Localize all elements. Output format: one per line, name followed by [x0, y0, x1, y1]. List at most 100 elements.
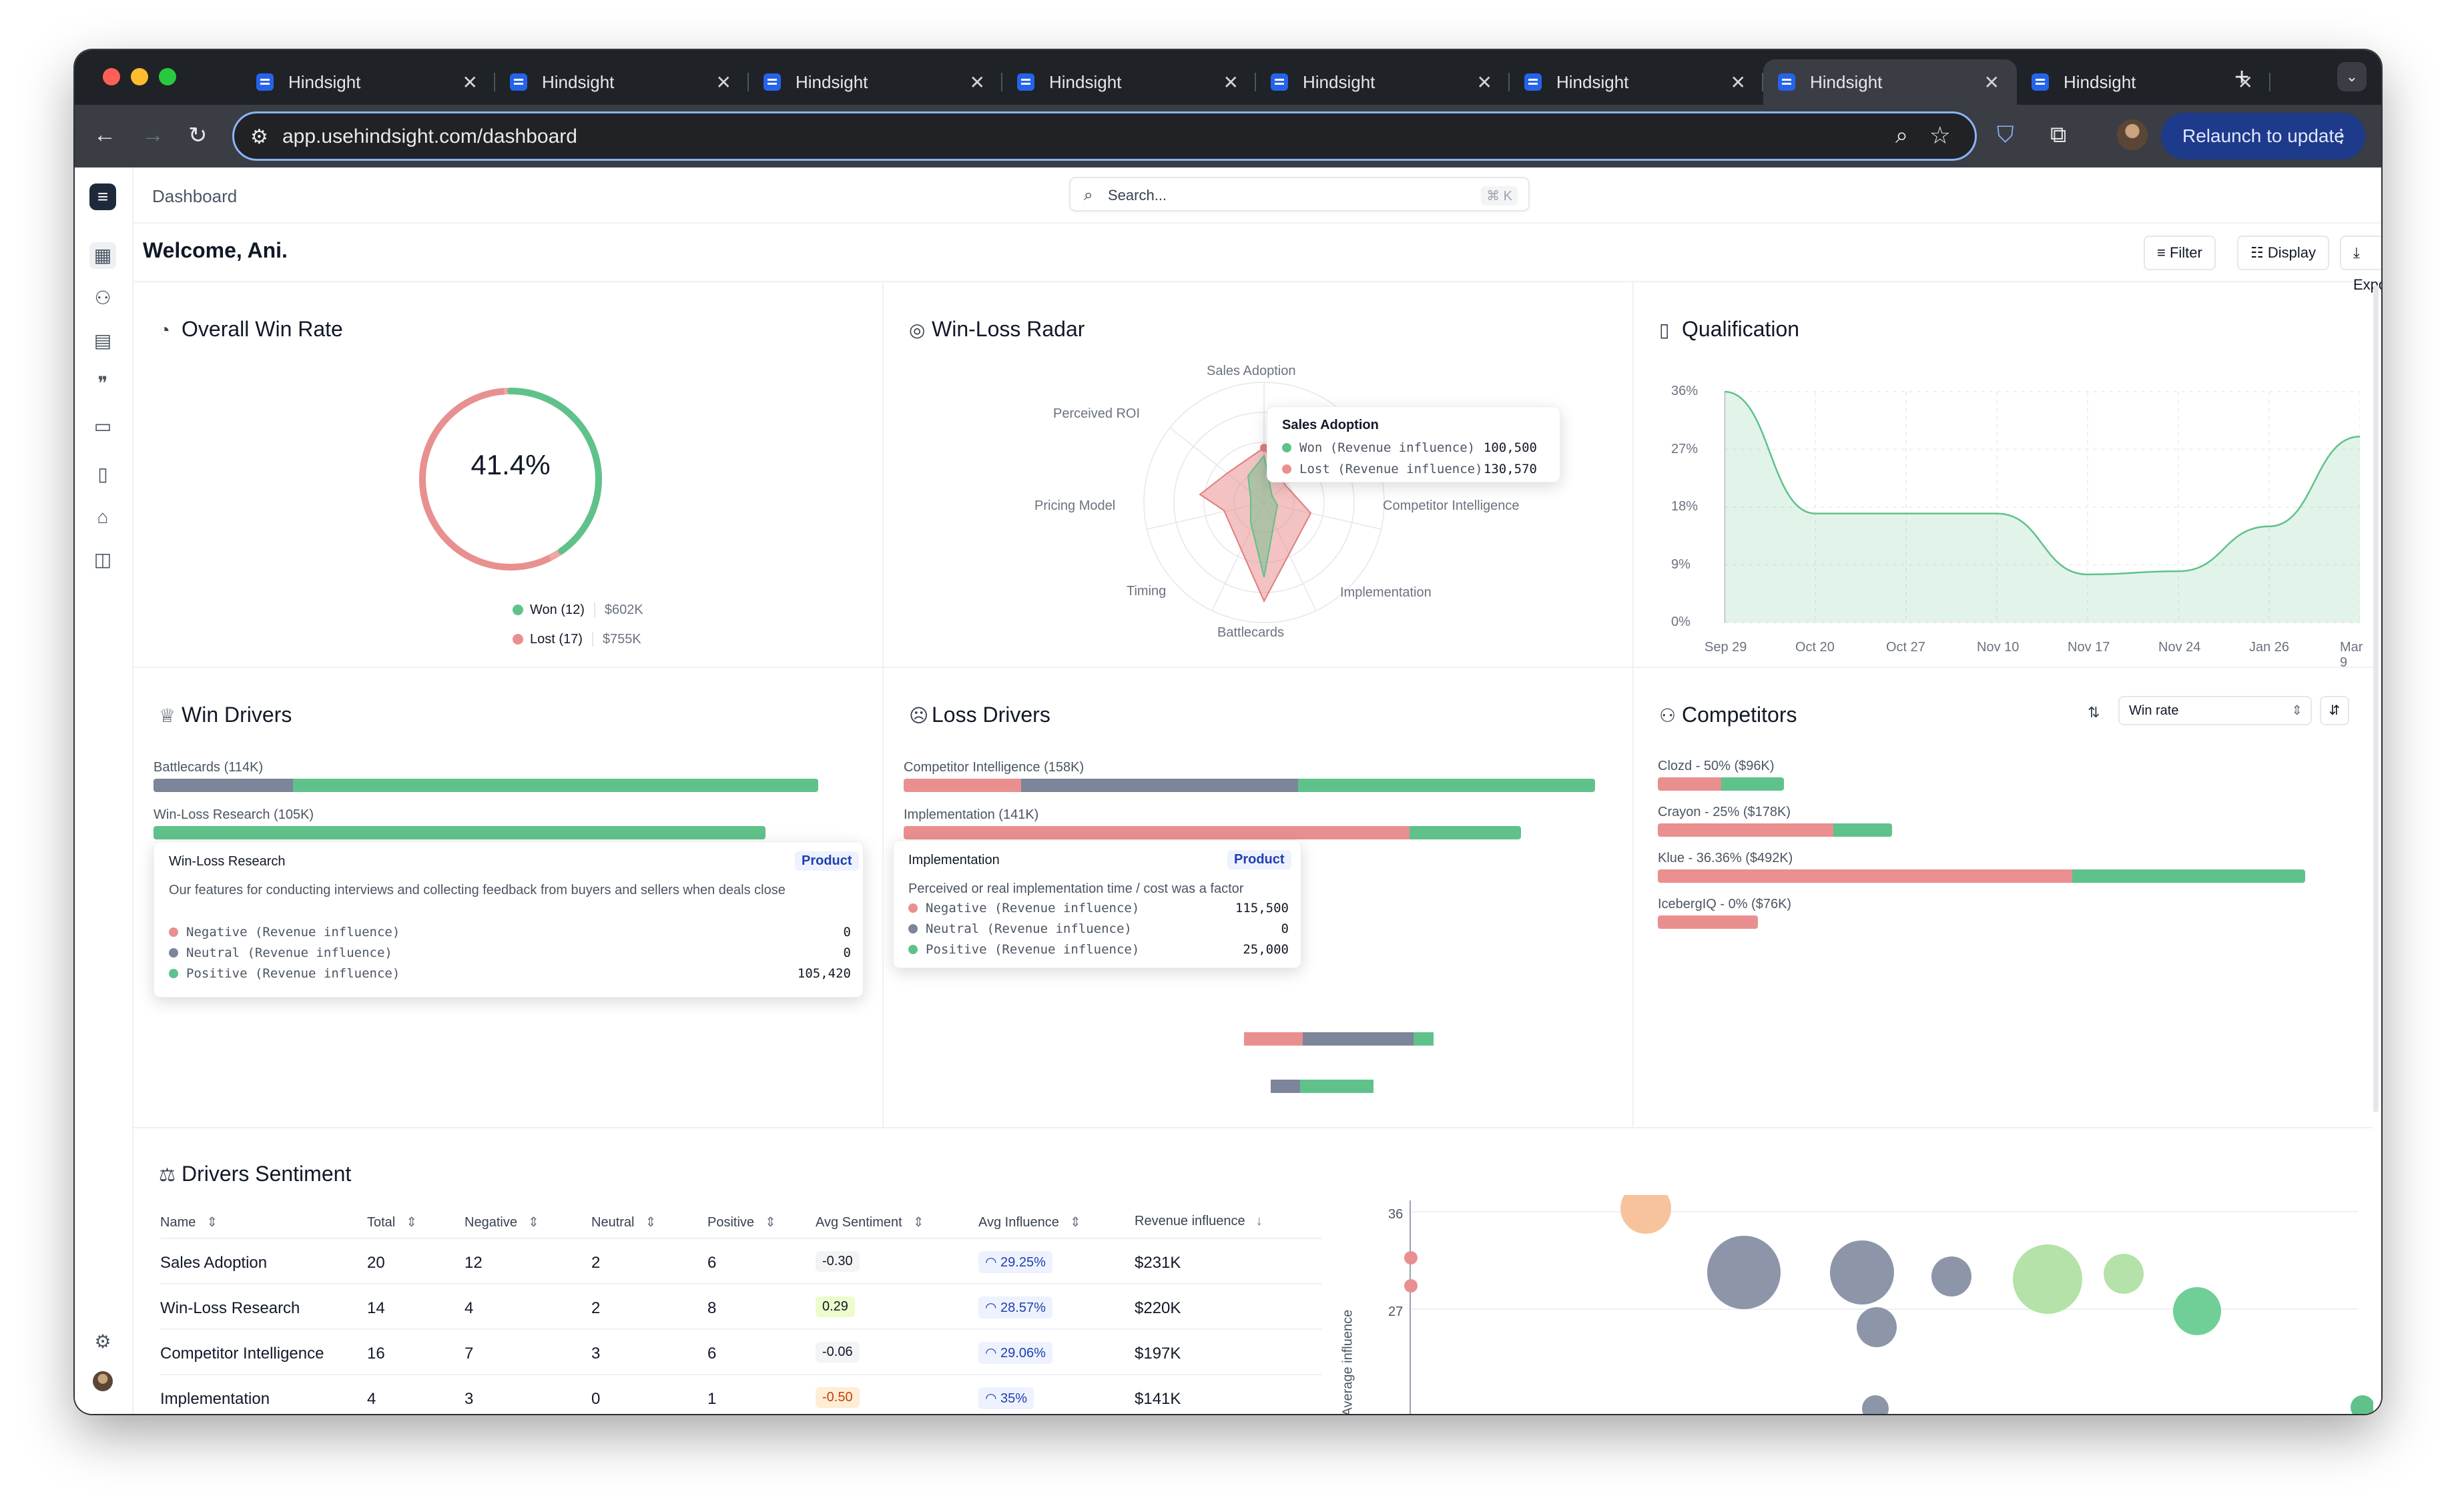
back-icon[interactable]: ←: [93, 122, 116, 147]
bubble-point[interactable]: [1404, 1279, 1418, 1292]
browser-tab[interactable]: Hindsight ✕: [1002, 59, 1256, 105]
column-header[interactable]: Total ⇕: [367, 1214, 417, 1230]
sort-direction-icon[interactable]: ⇅: [2088, 704, 2100, 721]
column-header[interactable]: Negative ⇕: [465, 1214, 539, 1230]
competitor-bar[interactable]: [1658, 777, 1785, 791]
bubble-point[interactable]: [1857, 1307, 1897, 1347]
export-button[interactable]: ⤓ Export: [2340, 236, 2381, 293]
cell-neu: 0: [591, 1390, 601, 1408]
column-header[interactable]: Avg Influence ⇕: [978, 1214, 1081, 1230]
competitor-bar[interactable]: [1658, 823, 1892, 837]
display-button[interactable]: ☷ Display: [2237, 236, 2329, 270]
user-avatar[interactable]: [93, 1371, 113, 1391]
table-row[interactable]: Implementation 4 3 0 1 -0.50 ◠ 35% $141K: [160, 1374, 1321, 1414]
sort-select[interactable]: Win rate ⇕: [2118, 696, 2312, 725]
bubble-point[interactable]: [2351, 1395, 2373, 1414]
radar-active-point[interactable]: [1260, 444, 1268, 452]
search-box[interactable]: ⌕ Search... ⌘ K: [1069, 177, 1530, 212]
driver-bar[interactable]: [904, 826, 1521, 839]
minimize-window-button[interactable]: [131, 68, 148, 85]
bubble-point[interactable]: [1707, 1236, 1781, 1309]
close-tab-icon[interactable]: ✕: [969, 72, 985, 93]
close-tab-icon[interactable]: ✕: [1223, 72, 1239, 93]
forward-icon[interactable]: →: [141, 122, 164, 147]
bubble-point[interactable]: [2173, 1287, 2221, 1335]
column-header[interactable]: Positive ⇕: [707, 1214, 776, 1230]
dashboard-grid-icon[interactable]: ▦: [89, 242, 116, 269]
contacts-icon[interactable]: ⚇: [94, 288, 111, 308]
bubble-point[interactable]: [2104, 1254, 2144, 1294]
bubble-point[interactable]: [2013, 1244, 2082, 1314]
column-header[interactable]: Neutral ⇕: [591, 1214, 656, 1230]
driver-bar[interactable]: [904, 779, 1595, 792]
browser-tab[interactable]: Hindsight ✕: [1510, 59, 1763, 105]
hindsight-favicon-icon: [510, 73, 527, 91]
extensions-puzzle-icon[interactable]: ⧉: [2050, 122, 2067, 147]
competitor-label[interactable]: Crayon - 25% ($178K): [1658, 805, 1791, 819]
column-header[interactable]: Name ⇕: [160, 1214, 218, 1230]
driver-bar[interactable]: [1414, 1032, 1434, 1046]
zoom-window-button[interactable]: [159, 68, 176, 85]
bubble-point[interactable]: [1931, 1256, 1971, 1296]
more-vert-icon[interactable]: ⋮: [2332, 125, 2351, 146]
zoom-icon[interactable]: ⌕: [1895, 123, 1908, 148]
settings-gear-icon[interactable]: ⚙: [94, 1331, 111, 1352]
table-row[interactable]: Competitor Intelligence 16 7 3 6 -0.06 ◠ 29.06…: [160, 1329, 1321, 1374]
document-icon[interactable]: ▯: [97, 464, 108, 484]
close-tab-icon[interactable]: ✕: [1730, 72, 1746, 93]
bitwarden-shield-icon[interactable]: ⛉: [1997, 122, 2014, 147]
tab-search-icon[interactable]: ⌄: [2337, 62, 2367, 91]
competitor-label[interactable]: Klue - 36.36% ($492K): [1658, 851, 1793, 865]
page-scrollbar[interactable]: [2373, 285, 2379, 1112]
sort-order-button[interactable]: ⇵: [2320, 696, 2349, 725]
bubble-point[interactable]: [1404, 1251, 1418, 1264]
browser-tab[interactable]: Hindsight ✕: [2017, 59, 2270, 105]
chat-bubbles-icon[interactable]: ◫: [93, 549, 112, 570]
competitor-label[interactable]: Clozd - 50% ($96K): [1658, 759, 1775, 773]
y-tick-label: 18%: [1671, 499, 1699, 514]
close-window-button[interactable]: [103, 68, 120, 85]
driver-bar[interactable]: [154, 779, 818, 792]
browser-tab[interactable]: Hindsight ✕: [749, 59, 1002, 105]
close-tab-icon[interactable]: ✕: [1983, 72, 2000, 93]
browser-tab[interactable]: Hindsight ✕: [1763, 59, 2017, 105]
browser-tab[interactable]: Hindsight ✕: [242, 59, 495, 105]
filter-button[interactable]: ≡ Filter: [2144, 236, 2216, 270]
comment-icon[interactable]: ▭: [93, 416, 112, 436]
graduation-cap-icon[interactable]: ⌂: [97, 506, 109, 527]
table-row[interactable]: Win-Loss Research 14 4 2 8 0.29 ◠ 28.57% $220K: [160, 1283, 1321, 1329]
close-tab-icon[interactable]: ✕: [1476, 72, 1492, 93]
hindsight-logo[interactable]: ≡: [89, 183, 116, 210]
url-text[interactable]: app.usehindsight.com/dashboard: [282, 125, 577, 147]
close-tab-icon[interactable]: ✕: [2237, 72, 2253, 93]
address-bar[interactable]: ⚙ app.usehindsight.com/dashboard ⌕ ☆: [232, 111, 1977, 161]
site-info-icon[interactable]: ⚙: [250, 126, 268, 148]
driver-bar[interactable]: [154, 826, 766, 839]
quote-icon[interactable]: ❞: [97, 373, 108, 394]
relaunch-button[interactable]: Relaunch to update ⋮: [2161, 113, 2365, 159]
bookmark-star-icon[interactable]: ☆: [1929, 121, 1951, 149]
competitor-label[interactable]: IcebergIQ - 0% ($76K): [1658, 897, 1792, 911]
competitor-bar[interactable]: [1658, 915, 1758, 929]
bubble-point[interactable]: [1862, 1395, 1889, 1414]
bubble-point[interactable]: [1830, 1240, 1894, 1304]
ring-lost-arc: [419, 388, 602, 571]
new-tab-button[interactable]: +: [2234, 63, 2250, 91]
close-tab-icon[interactable]: ✕: [715, 72, 731, 93]
table-row[interactable]: Sales Adoption 20 12 2 6 -0.30 ◠ 29.25% $231K: [160, 1238, 1321, 1283]
browser-tab[interactable]: Hindsight ✕: [1256, 59, 1510, 105]
reload-icon[interactable]: ↻: [188, 123, 208, 148]
column-header[interactable]: Revenue influence ↓: [1135, 1214, 1263, 1229]
cell-name: Competitor Intelligence: [160, 1345, 324, 1363]
column-header[interactable]: Avg Sentiment ⇕: [816, 1214, 924, 1230]
bubble-point[interactable]: [1620, 1195, 1671, 1234]
profile-avatar[interactable]: [2117, 119, 2148, 150]
browser-tab[interactable]: Hindsight ✕: [495, 59, 749, 105]
driver-bar[interactable]: [1303, 1032, 1414, 1046]
breadcrumb[interactable]: Dashboard: [152, 186, 238, 206]
close-tab-icon[interactable]: ✕: [462, 72, 478, 93]
download-icon: ⤓: [2353, 244, 2360, 261]
table-icon[interactable]: ▤: [93, 330, 112, 351]
competitor-bar[interactable]: [1658, 869, 2305, 883]
driver-bar[interactable]: [1300, 1080, 1373, 1093]
